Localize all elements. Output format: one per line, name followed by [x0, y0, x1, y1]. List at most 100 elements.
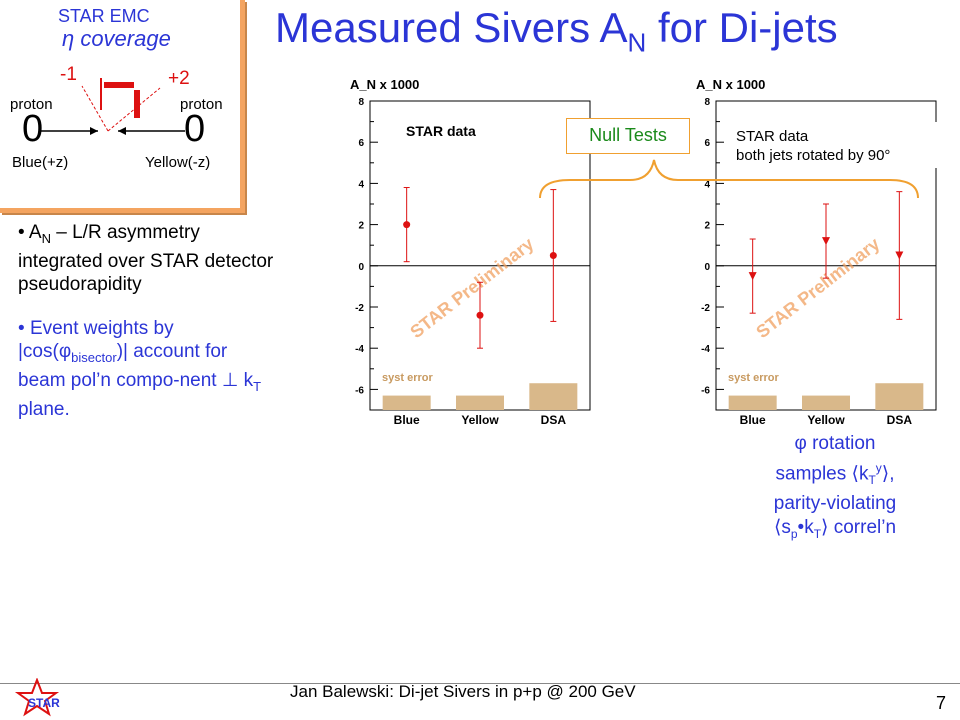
- emc-coverage-label: η coverage: [62, 26, 171, 51]
- plot1-data-point: [476, 311, 484, 319]
- title-end: for Di-jets: [646, 4, 838, 51]
- phi-subscript: bisector: [71, 349, 117, 365]
- plot2-syst-bar: [875, 383, 924, 410]
- plot2-syst-bar: [802, 395, 850, 410]
- null-tests-label: Null Tests: [566, 118, 690, 154]
- plot1-ytick-label: -2: [355, 303, 364, 314]
- bullet-asymmetry: • AN – L/R asymmetry integrated over STA…: [18, 222, 274, 295]
- proton-left-label: proton: [10, 96, 53, 113]
- rotation-line3: parity-violating: [773, 493, 897, 515]
- plot2-ytick-label: 4: [704, 179, 710, 190]
- plot2-data-point: [895, 251, 904, 260]
- kt-subscript: T: [253, 378, 262, 394]
- plot2-ylabel: A_N x 1000: [696, 77, 765, 92]
- rotation-line1: φ rotation: [794, 433, 876, 454]
- brace-path: [539, 159, 919, 199]
- plot1-data-point: [549, 252, 557, 259]
- plot1-ytick-label: 8: [358, 97, 364, 108]
- plot2-label-background: [728, 122, 938, 168]
- bullet-event-weights: • Event weights by |cos(φbisector)| acco…: [18, 318, 262, 420]
- rotation-l2-sub: T: [868, 473, 876, 488]
- proton-left-zero: 0: [22, 108, 44, 150]
- title-subscript: N: [627, 27, 647, 58]
- plot2-category-label: DSA: [887, 413, 913, 427]
- eta-plus-line: [107, 87, 161, 132]
- plot1-ytick-label: 0: [358, 262, 364, 273]
- plot2-data-point: [822, 237, 830, 246]
- plot2-ytick-label: 6: [704, 138, 710, 149]
- rotation-l4-sub1: p: [790, 526, 798, 541]
- rotation-l4-sub2: T: [813, 526, 822, 541]
- plot2-syst-bar: [728, 395, 777, 410]
- plot2-ytick-label: -6: [701, 385, 710, 396]
- emc-barrel-edge: [100, 78, 102, 110]
- an-symbol: A: [28, 222, 42, 243]
- rotation-l2-sup: y: [875, 461, 882, 475]
- footer-divider: [0, 683, 960, 684]
- blue-beam-label: Blue(+z): [12, 154, 69, 171]
- eta-minus-line: [81, 85, 109, 132]
- rotation-line4: ⟨sp•kT⟩ correl’n: [720, 516, 950, 546]
- an-subscript: N: [41, 230, 51, 246]
- rotation-l4a: ⟨s: [773, 517, 791, 539]
- plot1-syst-bar: [456, 395, 504, 410]
- plot1-syst-bar: [382, 395, 431, 410]
- yellow-arrow-head: [118, 127, 126, 135]
- plot1-syst-bar: [529, 383, 578, 410]
- null-tests-brace: [539, 159, 919, 199]
- plot2-data-point: [748, 272, 757, 281]
- page-title: Measured Sivers AN for Di-jets: [275, 4, 838, 58]
- yellow-beam-label: Yellow(-z): [145, 154, 211, 171]
- blue-arrow-head: [90, 127, 98, 135]
- plot1-data-point: [403, 221, 411, 229]
- star-logo-icon: STAR: [14, 678, 60, 717]
- emc-geometry-diagram: [40, 78, 185, 135]
- plot2-category-label: Yellow: [807, 413, 845, 427]
- plot2-ytick-label: 8: [704, 97, 710, 108]
- rotation-l2b: ⟩,: [881, 463, 895, 485]
- plot2-ytick-label: -2: [701, 303, 710, 314]
- bullet2-line3: plane.: [18, 398, 70, 420]
- plot2-ytick-label: -4: [701, 344, 710, 355]
- plot2-watermark: STAR Preliminary: [752, 234, 883, 343]
- bullet1-text: – L/R asymmetry integrated over STAR det…: [18, 222, 274, 295]
- plot1-ylabel: A_N x 1000: [350, 77, 419, 92]
- eta-plus-label: +2: [168, 68, 190, 89]
- proton-right-label: proton: [180, 96, 223, 113]
- plot1-category-label: Yellow: [461, 413, 499, 427]
- asymmetry-plots: A_N x 1000 -6 -4 -2 0 2 4 6 8 STAR data syst error…: [350, 77, 938, 427]
- emc-barrel-block: [104, 82, 134, 88]
- plot2-category-label: Blue: [740, 413, 766, 427]
- plot1-category-label: DSA: [541, 413, 567, 427]
- plot2-ytick-label: 2: [704, 221, 710, 232]
- plot1-data-label: STAR data: [406, 123, 476, 139]
- rotation-line2: samples ⟨kTy⟩,: [720, 456, 950, 492]
- emc-heading: STAR EMC: [58, 6, 150, 26]
- plot1-ytick-label: -6: [355, 385, 364, 396]
- plot1-syst-label: syst error: [382, 372, 433, 384]
- bullet2-line2: )| account for beam pol’n compo-nent ⊥ k: [18, 341, 254, 391]
- plot2-data-label-2: STAR data: [736, 128, 809, 145]
- rotation-l4b: •k: [797, 517, 814, 539]
- plot1-ytick-label: -4: [355, 344, 364, 355]
- title-main: Measured Sivers A: [275, 4, 628, 51]
- plot1-watermark: STAR Preliminary: [406, 234, 537, 343]
- plot1-ytick-label: 4: [358, 179, 364, 190]
- plot1-ytick-label: 2: [358, 221, 364, 232]
- logo-text: STAR: [28, 696, 60, 710]
- rotation-l2a: samples ⟨k: [775, 463, 869, 485]
- footer-text: Jan Balewski: Di-jet Sivers in p+p @ 200…: [290, 682, 636, 701]
- plot1-frame: [369, 100, 591, 411]
- bullet2-line1: Event weights by |cos(: [18, 318, 174, 362]
- plot2-rotation-label: both jets rotated by 90°: [736, 147, 890, 164]
- emc-endcap-block: [134, 90, 140, 118]
- plot2-syst-label: syst error: [728, 372, 779, 384]
- emc-coverage-panel: STAR EMC η coverage -1 +2 proton proton …: [0, 0, 245, 213]
- proton-right-zero: 0: [184, 108, 206, 150]
- plot1-category-label: Blue: [394, 413, 420, 427]
- eta-minus-label: -1: [60, 64, 77, 85]
- rotation-note: φ rotation samples ⟨kTy⟩, parity-violati…: [720, 432, 950, 546]
- page-number: 7: [936, 693, 947, 713]
- plot1-ytick-label: 6: [358, 138, 364, 149]
- phi-symbol: φ: [58, 341, 72, 362]
